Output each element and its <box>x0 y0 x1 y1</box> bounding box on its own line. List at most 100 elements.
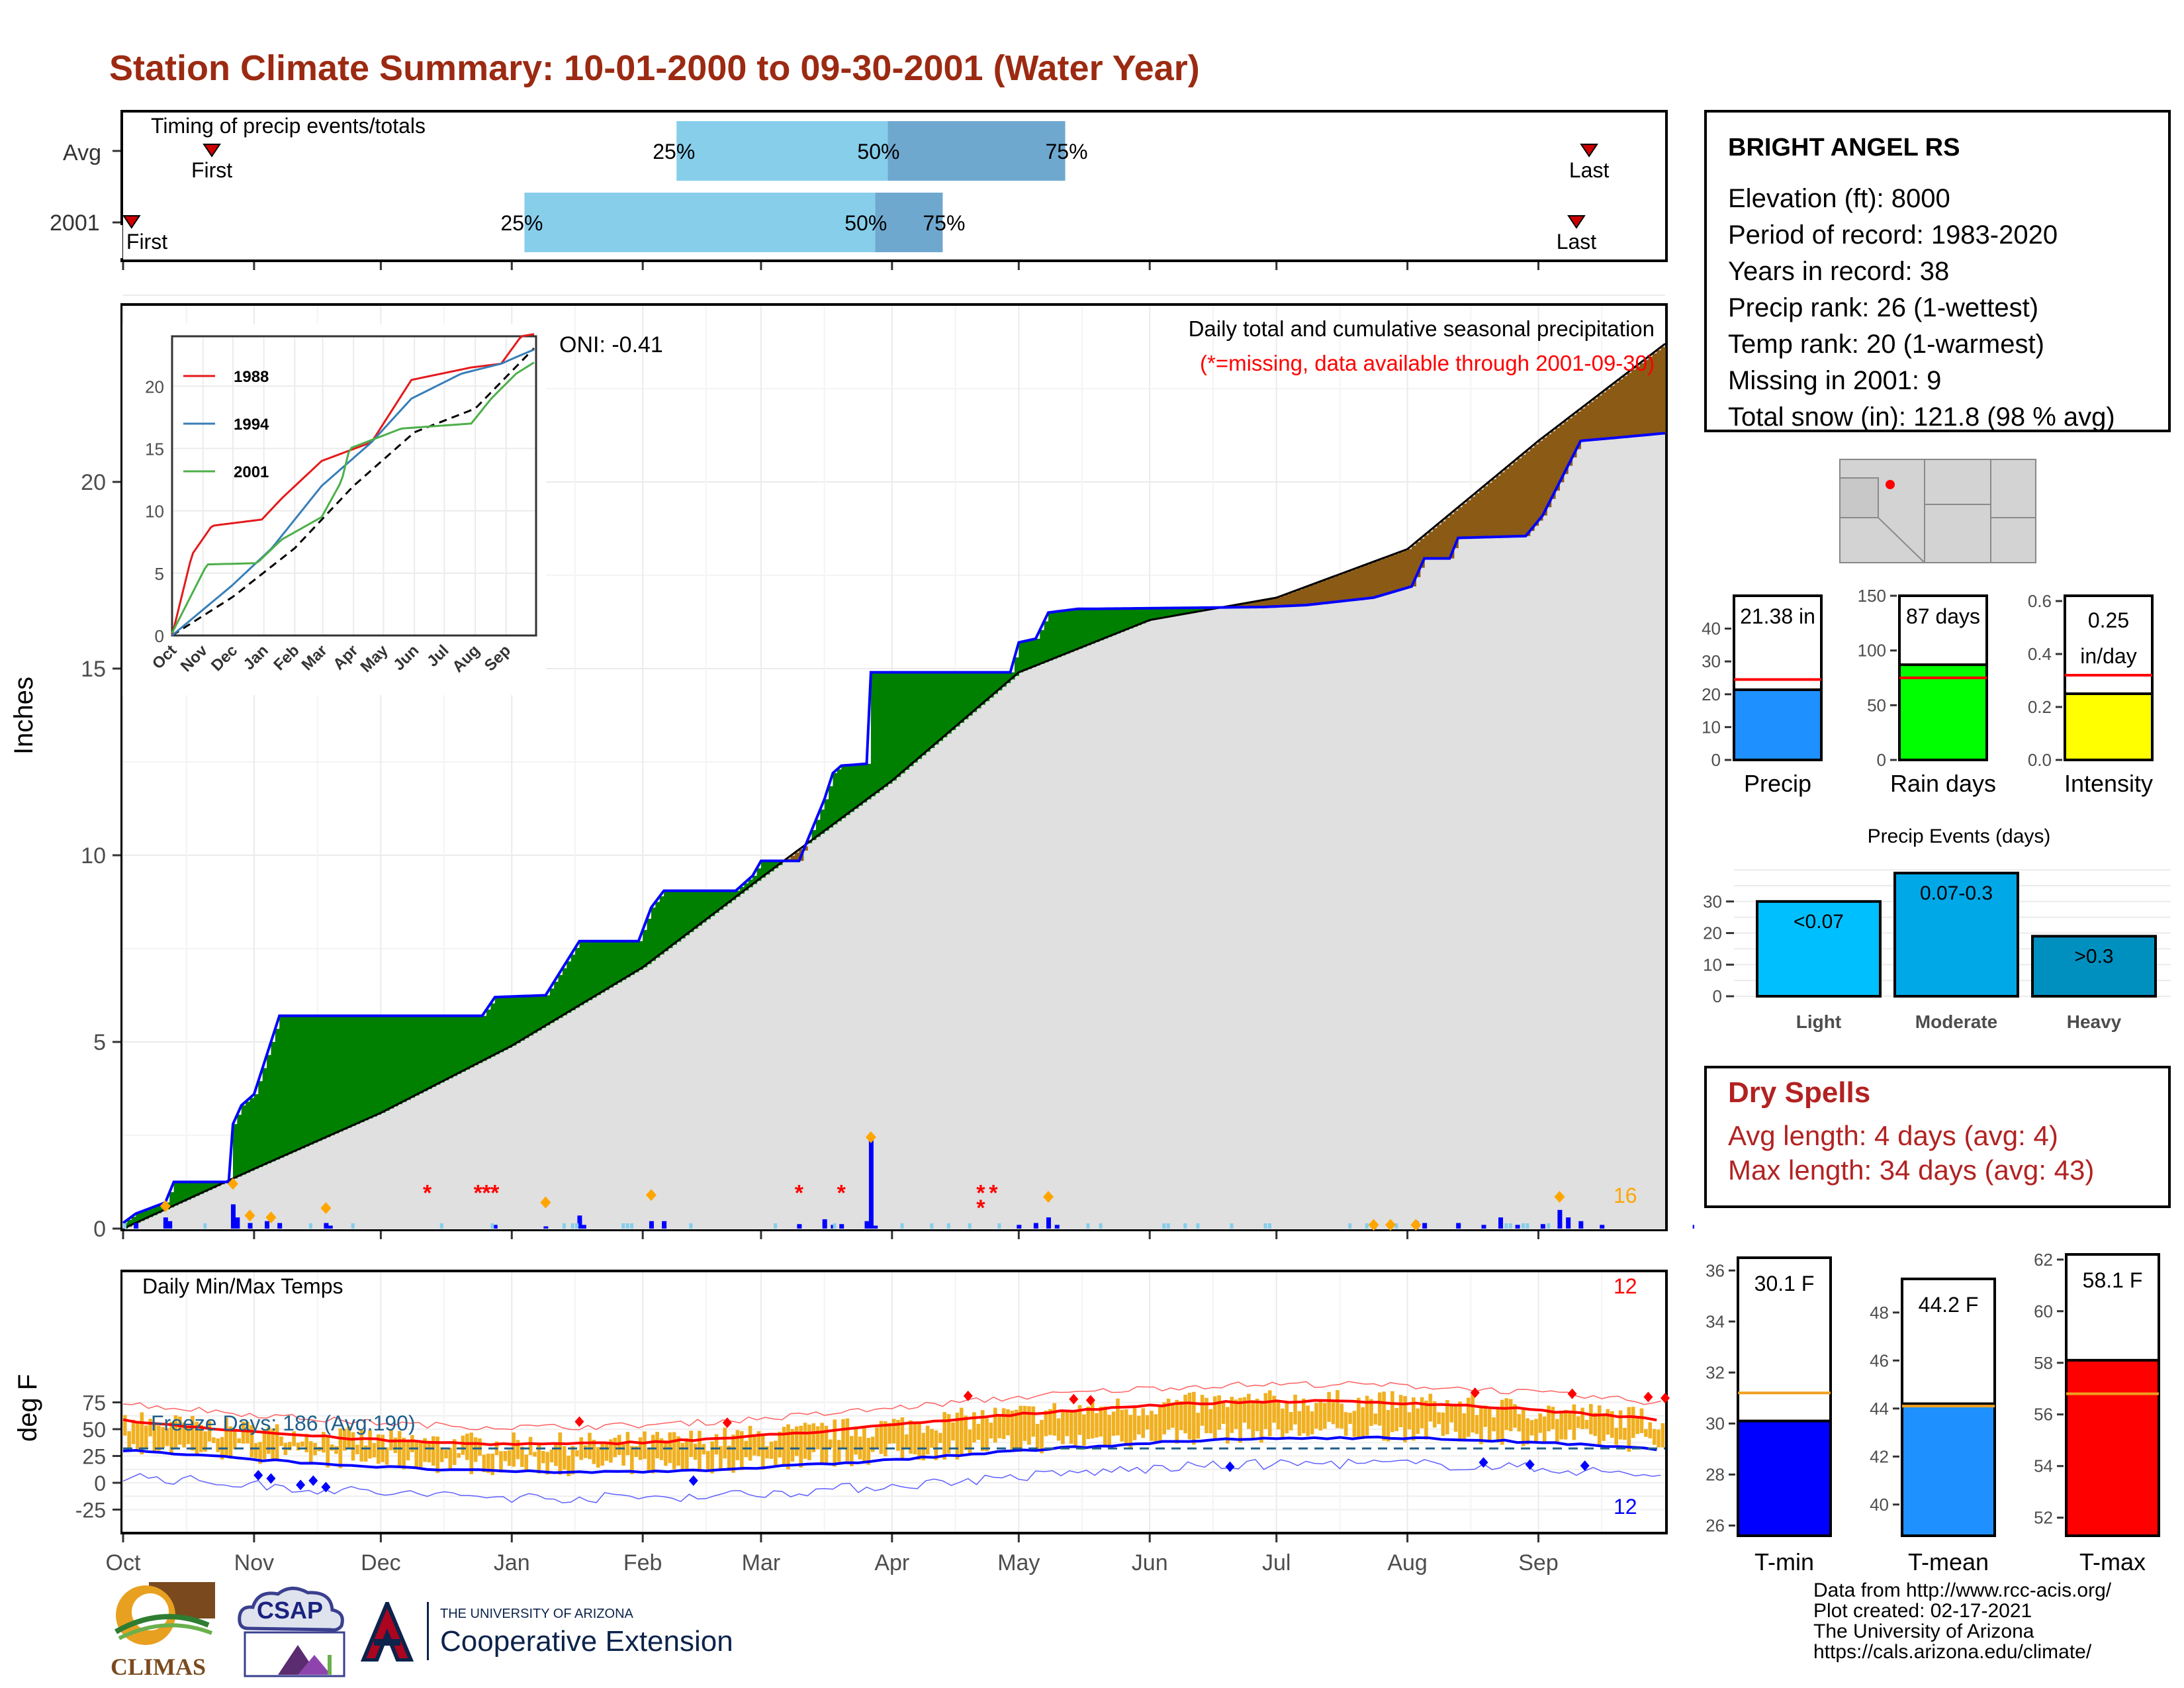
cumulative-diff-fill <box>275 1029 280 1160</box>
daily-temp-range <box>1010 1410 1015 1450</box>
cumulative-diff-fill <box>545 995 551 1026</box>
daily-temp-range <box>439 1447 444 1462</box>
daily-temp-range <box>520 1446 524 1468</box>
cumulative-diff-fill <box>1162 608 1167 618</box>
cumulative-diff-fill <box>1584 405 1590 441</box>
daily-temp-range <box>1471 1394 1475 1433</box>
daily-temp-range <box>917 1423 921 1460</box>
inset-y-tick-label: 5 <box>155 564 164 584</box>
timing-p75-label: 75% <box>1046 140 1088 164</box>
precip-y-tick-label: 20 <box>81 470 106 495</box>
cumulative-diff-fill <box>528 996 533 1036</box>
daily-precip-bar <box>134 1223 139 1229</box>
daily-temp-range <box>136 1423 140 1452</box>
cumulative-diff-fill <box>740 886 745 894</box>
daily-temp-range <box>1116 1398 1120 1436</box>
cumulative-diff-fill <box>1424 535 1430 559</box>
daily-temp-range <box>507 1450 512 1466</box>
station-years: Years in record: 38 <box>1728 257 1950 286</box>
daily-temp-range <box>482 1454 486 1472</box>
daily-temp-range <box>1555 1419 1559 1442</box>
daily-temp-range <box>406 1441 410 1461</box>
cumulative-diff-fill <box>938 672 944 741</box>
daily-temp-range <box>710 1441 714 1474</box>
cumulative-diff-fill <box>913 672 918 763</box>
cumulative-diff-fill <box>1462 503 1467 538</box>
cumulative-diff-fill <box>258 1081 263 1167</box>
daily-temp-range <box>879 1421 884 1454</box>
event-bar <box>1893 871 2019 998</box>
daily-temp-range <box>402 1437 406 1470</box>
trace-precip-bar <box>1348 1223 1352 1229</box>
timing-p25-label: 25% <box>500 211 543 235</box>
daily-temp-range <box>596 1447 600 1468</box>
dry-spells-avg: Avg length: 4 days (avg: 4) <box>1728 1120 2058 1151</box>
cumulative-diff-fill <box>583 941 588 1003</box>
cumulative-diff-fill <box>1382 558 1387 596</box>
cumulative-diff-fill <box>241 1105 246 1175</box>
cumulative-diff-fill <box>520 996 525 1041</box>
daily-temp-range <box>1166 1398 1171 1430</box>
cumulative-diff-fill <box>870 672 876 796</box>
summary-bar-name: Intensity <box>2064 770 2153 797</box>
cumulative-diff-fill <box>879 672 884 790</box>
daily-temp-range <box>1551 1407 1555 1429</box>
temp-summary-tick-label: 34 <box>1706 1311 1725 1331</box>
footer-line-2: Plot created: 02-17-2021 <box>1813 1600 2032 1622</box>
daily-temp-range <box>541 1451 545 1464</box>
cumulative-diff-fill <box>921 672 927 756</box>
cumulative-diff-fill <box>537 995 542 1031</box>
snow-marker <box>645 1189 657 1201</box>
trace-precip-bar <box>1504 1223 1508 1229</box>
cumulative-diff-fill <box>389 1015 394 1109</box>
daily-temp-range <box>385 1447 389 1465</box>
daily-temp-range <box>1212 1396 1217 1441</box>
avg-cumulative-area <box>123 344 1665 1229</box>
cumulative-diff-fill <box>1128 608 1134 629</box>
timing-bar-upper <box>875 193 943 252</box>
daily-temp-range <box>1568 1411 1572 1430</box>
cumulative-diff-fill <box>1563 421 1569 475</box>
daily-temp-range <box>1158 1406 1162 1443</box>
record-min-line <box>122 1458 1661 1504</box>
timing-last-marker <box>1580 144 1598 158</box>
cumulative-diff-fill <box>613 941 618 985</box>
daily-temp-range <box>820 1423 824 1465</box>
daily-precip-bar <box>1515 1225 1520 1229</box>
trace-precip-bar <box>621 1223 625 1229</box>
cumulative-diff-fill <box>1529 447 1535 532</box>
record-low-marker <box>296 1479 306 1491</box>
daily-temp-range <box>271 1428 275 1460</box>
temp-summary-tick-label: 36 <box>1706 1260 1725 1280</box>
daily-temp-range <box>1504 1398 1509 1430</box>
daily-temp-range <box>1390 1391 1394 1432</box>
cumulative-diff-fill <box>1623 376 1628 438</box>
daily-temp-range <box>127 1431 131 1449</box>
cumulative-diff-fill <box>1238 604 1244 608</box>
month-label: Dec <box>361 1550 400 1575</box>
cumulative-diff-fill <box>1483 486 1488 538</box>
station-info-box: BRIGHT ANGEL RS Elevation (ft): 8000 Per… <box>1704 110 2171 432</box>
daily-temp-range <box>457 1453 461 1458</box>
cumulative-diff-fill <box>672 890 677 945</box>
daily-temp-range <box>1073 1410 1077 1447</box>
cumulative-diff-fill <box>512 996 517 1046</box>
precip-y-tick-label: 15 <box>81 657 106 682</box>
missing-marker: * <box>795 1181 804 1206</box>
cumulative-diff-fill <box>1073 609 1079 651</box>
cumulative-diff-fill <box>461 1015 466 1072</box>
cumulative-diff-fill <box>359 1015 365 1123</box>
daily-temp-range <box>727 1445 731 1471</box>
cumulative-diff-fill <box>735 890 741 897</box>
cumulative-diff-fill <box>887 672 893 784</box>
cumulative-diff-fill <box>1661 347 1666 434</box>
daily-temp-range <box>1453 1406 1458 1432</box>
footer-line-4: https://cals.arizona.edu/climate/ <box>1813 1641 2092 1663</box>
trace-precip-bar <box>1162 1223 1166 1229</box>
csap-logo: CSAP <box>232 1582 351 1681</box>
daily-temp-range <box>1052 1403 1056 1436</box>
snow-marker <box>320 1201 332 1214</box>
climas-emblem <box>114 1582 215 1645</box>
cumulative-diff-fill <box>1035 638 1040 666</box>
cumulative-diff-fill <box>1458 507 1463 538</box>
